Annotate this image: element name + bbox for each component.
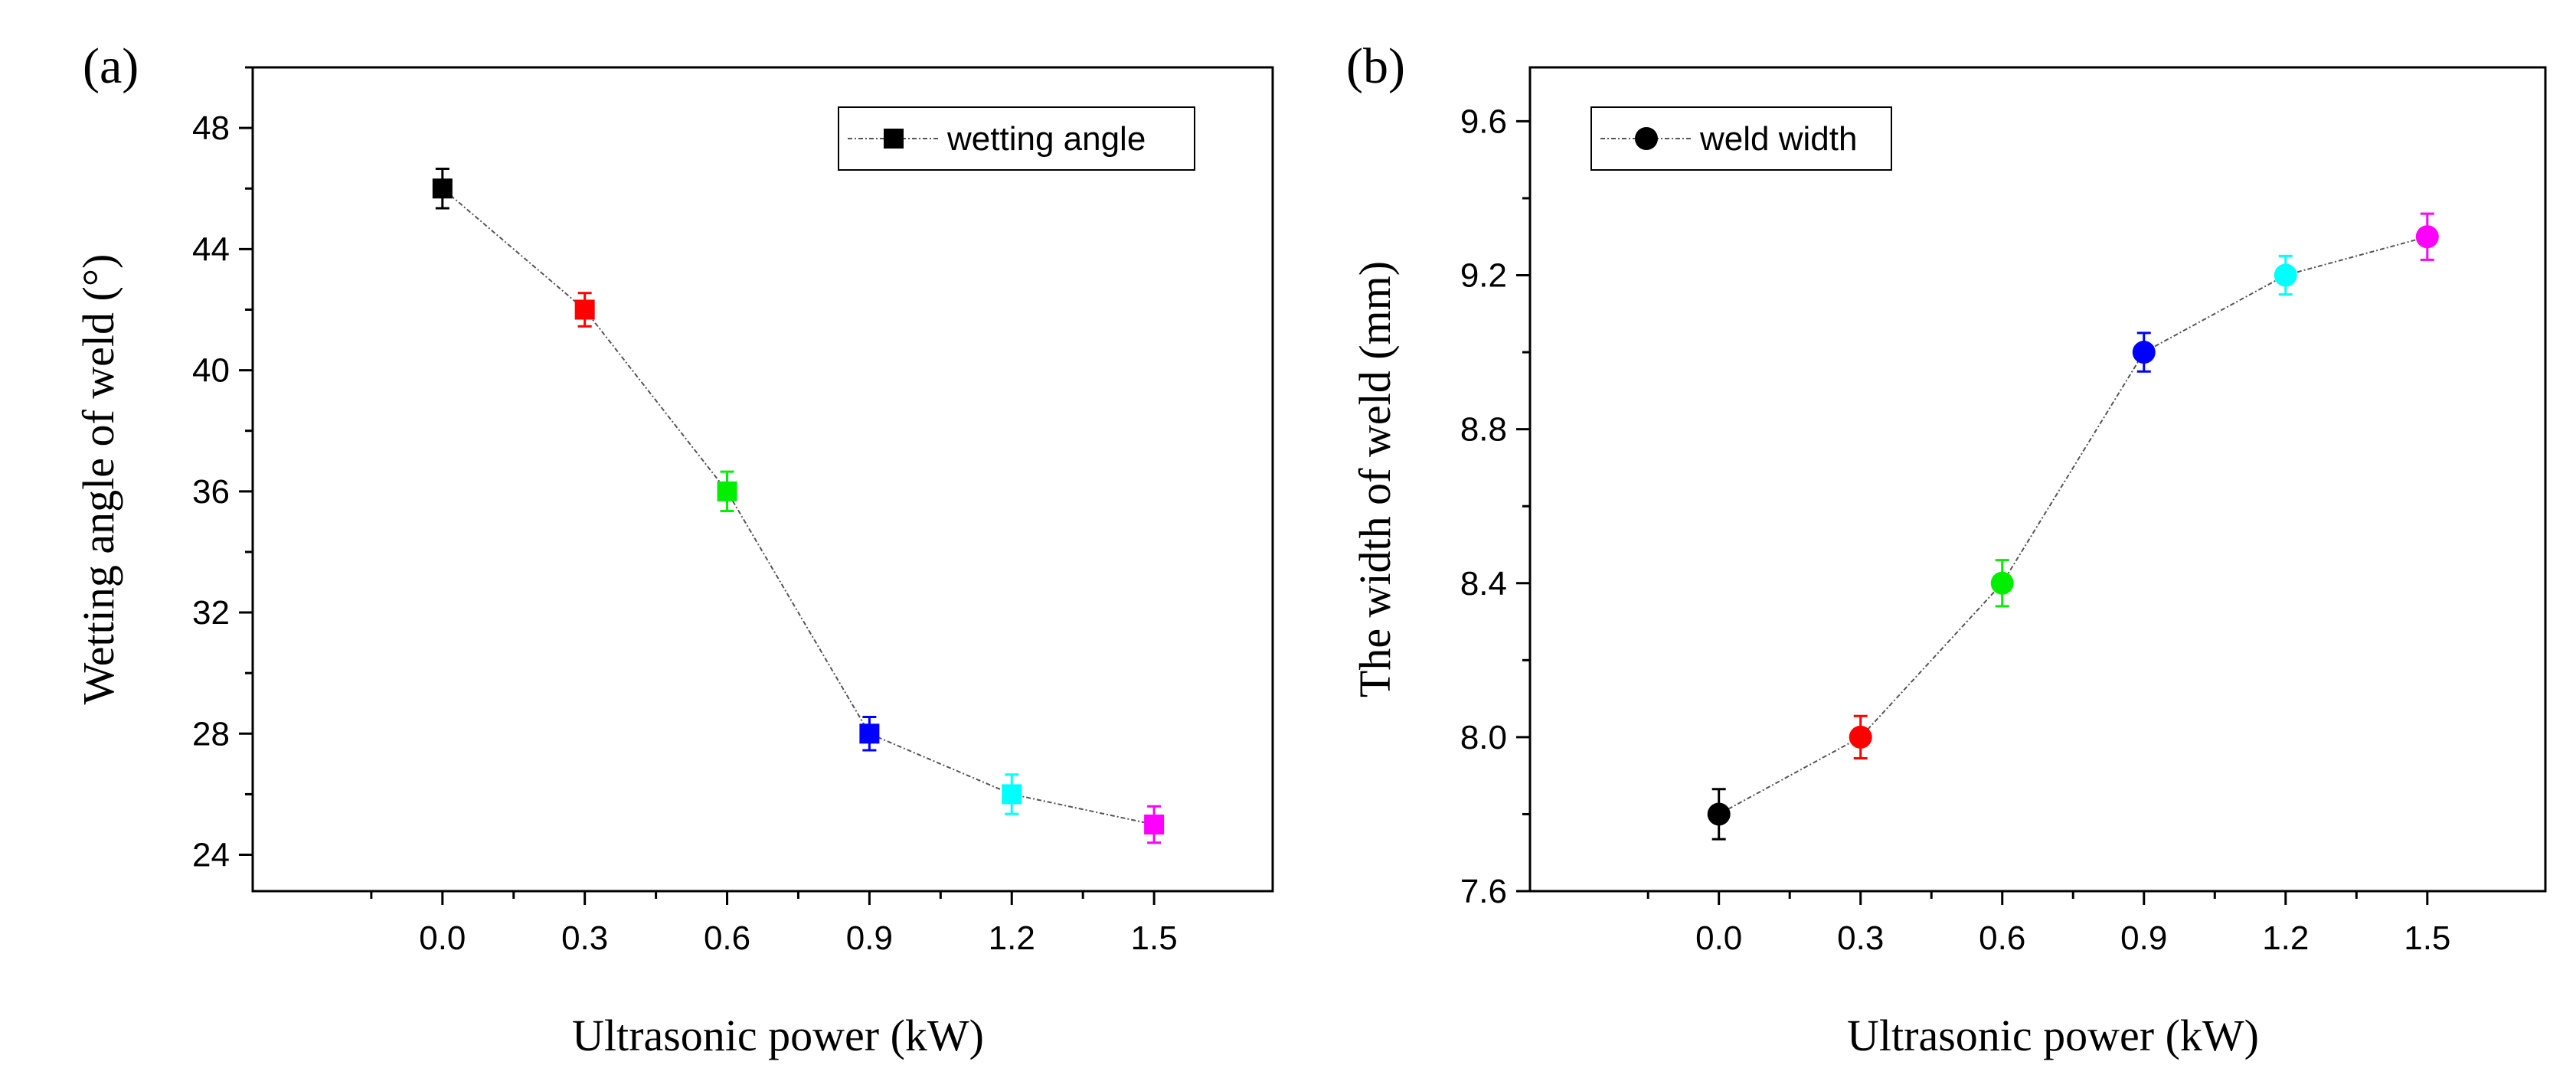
y-tick-label: 44 <box>192 230 230 268</box>
data-point <box>2132 341 2156 364</box>
panel-label: (b) <box>1346 38 1405 94</box>
y-tick-label: 40 <box>192 352 230 390</box>
data-point <box>432 178 453 199</box>
data-point <box>574 299 595 320</box>
plot-frame <box>1528 66 2547 893</box>
data-point <box>1002 784 1022 805</box>
y-axis-title: The width of weld (mm) <box>1350 261 1400 697</box>
x-tick-label: 0.0 <box>1695 919 1742 957</box>
chart-panel-a: (a) 24 28 32 36 40 44 48 0.0 0.3 0.6 0.9 1.2 1.5 Ultra… <box>74 38 1274 1060</box>
series-line <box>1718 236 2428 815</box>
y-tick-label: 24 <box>192 837 230 874</box>
y-tick-label: 28 <box>192 715 230 753</box>
legend-label: weld width <box>1699 120 1857 158</box>
x-tick-label: 0.9 <box>2120 919 2167 957</box>
y-tick-label: 8.4 <box>1460 565 1507 603</box>
data-point <box>859 723 880 744</box>
data-point <box>2274 263 2297 287</box>
y-tick-label: 32 <box>192 594 230 632</box>
data-point <box>2415 225 2439 249</box>
legend-marker <box>1635 127 1658 150</box>
data-point <box>1707 802 1731 826</box>
y-tick-label: 36 <box>192 473 230 511</box>
y-tick-label: 48 <box>192 109 230 147</box>
x-tick-label: 1.2 <box>2262 919 2309 957</box>
x-tick-label: 0.6 <box>1979 919 2025 957</box>
y-tick-label: 9.6 <box>1460 103 1507 140</box>
x-axis-title: Ultrasonic power (kW) <box>1847 1011 2259 1060</box>
x-tick-label: 0.0 <box>419 919 466 957</box>
x-tick-label: 1.2 <box>989 919 1035 957</box>
legend-marker <box>884 129 904 149</box>
y-tick-label: 9.2 <box>1460 257 1507 295</box>
series-line <box>442 188 1155 825</box>
y-tick-label: 8.8 <box>1460 411 1507 449</box>
legend-label: wetting angle <box>946 120 1146 158</box>
x-tick-label: 0.3 <box>1837 919 1884 957</box>
plot-frame <box>251 66 1274 893</box>
x-tick-label: 1.5 <box>1131 919 1178 957</box>
data-point <box>1990 571 2014 595</box>
y-axis-title: Wetting angle of weld (°) <box>74 254 123 705</box>
panel-label: (a) <box>83 38 139 94</box>
data-point <box>717 481 737 501</box>
x-tick-label: 0.3 <box>561 919 608 957</box>
data-point <box>1849 725 1872 749</box>
y-tick-label: 8.0 <box>1460 719 1507 756</box>
chart-panel-b: (b) 7.6 8.0 8.4 8.8 9.2 9.6 0.0 0.3 0.6 0.9 1.2 1.5 U… <box>1346 38 2547 1060</box>
x-tick-label: 0.9 <box>846 919 893 957</box>
data-point <box>1144 814 1165 834</box>
x-tick-label: 0.6 <box>704 919 750 957</box>
y-tick-label: 7.6 <box>1460 873 1507 910</box>
x-tick-label: 1.5 <box>2404 919 2450 957</box>
x-axis-title: Ultrasonic power (kW) <box>572 1011 984 1060</box>
